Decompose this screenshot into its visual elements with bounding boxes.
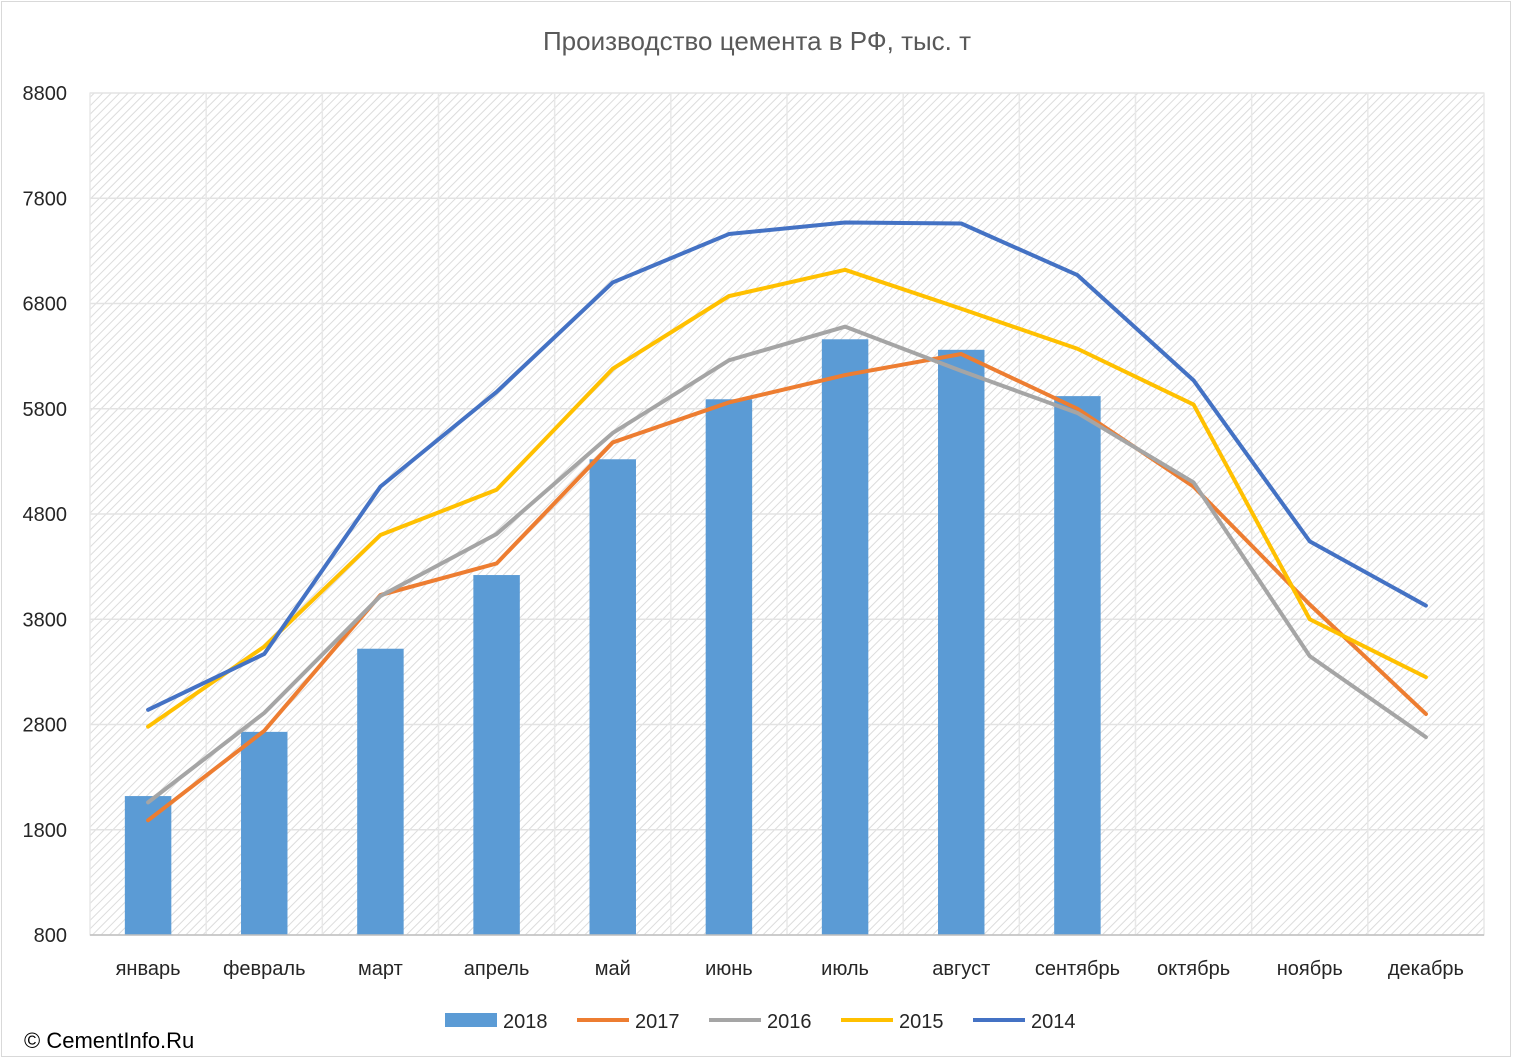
bar-2018-7 xyxy=(938,349,985,935)
bar-2018-1 xyxy=(241,731,288,935)
x-category-label: март xyxy=(358,958,403,980)
y-tick-label: 2800 xyxy=(23,715,68,737)
gridlines xyxy=(89,92,1485,936)
line-series-2016 xyxy=(146,324,1428,805)
x-category-label: май xyxy=(595,958,631,980)
bar-2018-4 xyxy=(589,459,636,935)
legend: 2018 2017 2016 2015 2014 xyxy=(445,1011,1076,1033)
y-tick-label: 800 xyxy=(34,925,67,947)
y-tick-label: 1800 xyxy=(23,820,68,842)
y-axis-ticks: 800 1800 2800 3800 4800 5800 6800 7800 8800 xyxy=(23,83,68,947)
legend-label-2017: 2017 xyxy=(635,1011,680,1033)
line-series xyxy=(146,220,1428,823)
legend-label-2018: 2018 xyxy=(503,1011,548,1033)
y-tick-label: 3800 xyxy=(23,609,68,631)
x-category-label: декабрь xyxy=(1388,958,1464,980)
x-axis-categories: январь февраль март апрель май июнь июль август… xyxy=(116,958,1464,980)
bar-2018-8 xyxy=(1054,396,1101,935)
bar-2018-5 xyxy=(705,399,753,936)
legend-label-2015: 2015 xyxy=(899,1011,944,1033)
x-category-label: сентябрь xyxy=(1035,958,1120,980)
y-tick-label: 7800 xyxy=(23,188,68,210)
copyright-text: © CementInfo.Ru xyxy=(24,1028,194,1053)
x-category-label: ноябрь xyxy=(1277,958,1343,980)
x-category-label: октябрь xyxy=(1157,958,1230,980)
y-tick-label: 8800 xyxy=(23,83,68,105)
legend-label-2014: 2014 xyxy=(1031,1011,1076,1033)
bar-2018-0 xyxy=(124,796,172,935)
chart-title: Производство цемента в РФ, тыс. т xyxy=(543,26,971,56)
bar-2018-6 xyxy=(821,339,869,935)
y-tick-label: 6800 xyxy=(23,294,68,316)
x-category-label: июнь xyxy=(705,958,753,980)
bar-2018-2 xyxy=(357,648,404,935)
x-category-label: январь xyxy=(116,958,181,980)
x-category-label: август xyxy=(932,958,990,980)
y-tick-label: 4800 xyxy=(23,504,68,526)
legend-swatch-2018 xyxy=(445,1013,497,1027)
y-tick-label: 5800 xyxy=(23,399,68,421)
x-category-label: апрель xyxy=(464,958,530,980)
line-series-2015 xyxy=(146,267,1428,729)
bar-2018-3 xyxy=(473,575,520,935)
line-series-2014 xyxy=(146,220,1428,712)
legend-label-2016: 2016 xyxy=(767,1011,812,1033)
x-category-label: июль xyxy=(821,958,869,980)
x-category-label: февраль xyxy=(223,958,306,980)
